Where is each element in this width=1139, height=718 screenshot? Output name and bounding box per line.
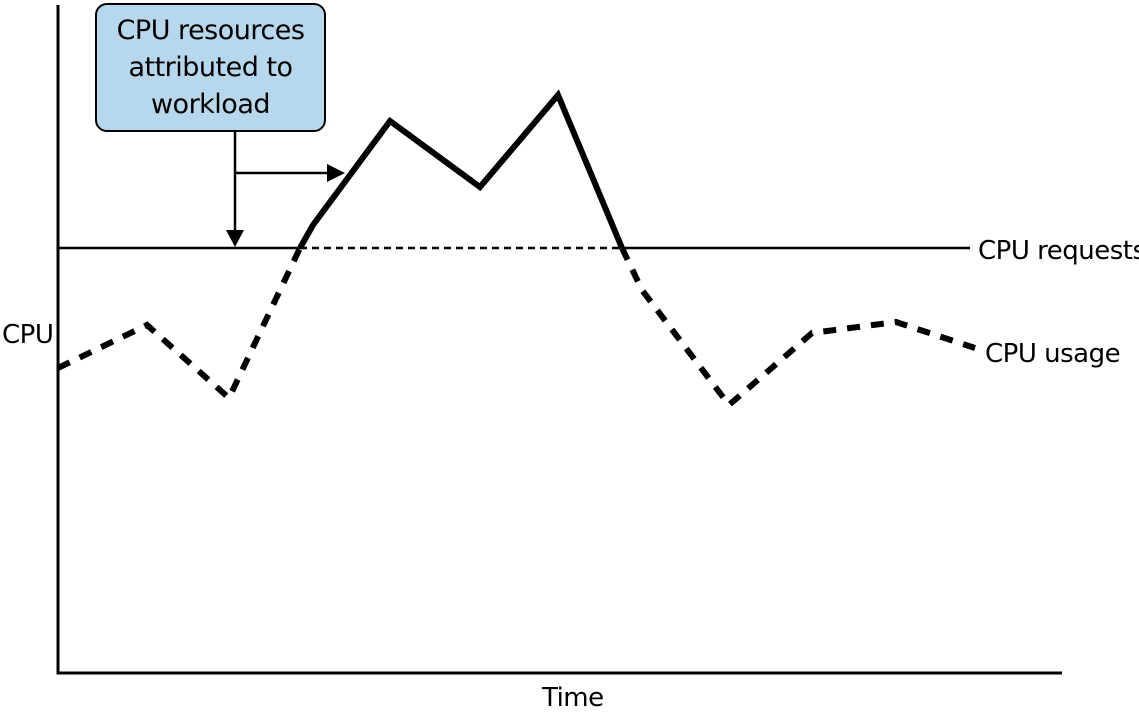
callout-box: CPU resources attributed to workload xyxy=(95,3,326,132)
callout-text: CPU resources attributed to workload xyxy=(116,15,305,120)
cpu-usage-burst xyxy=(297,89,625,250)
arrow-down-icon xyxy=(226,230,244,247)
y-axis-label: CPU xyxy=(2,320,54,350)
cpu-usage-dotted-right xyxy=(619,246,976,410)
cpu-usage-dotted-left xyxy=(56,246,303,403)
cpu-requests-label: CPU requests xyxy=(978,236,1139,266)
x-axis-label: Time xyxy=(542,683,604,713)
cpu-usage-label: CPU usage xyxy=(985,339,1121,369)
arrow-right-icon xyxy=(327,164,345,182)
